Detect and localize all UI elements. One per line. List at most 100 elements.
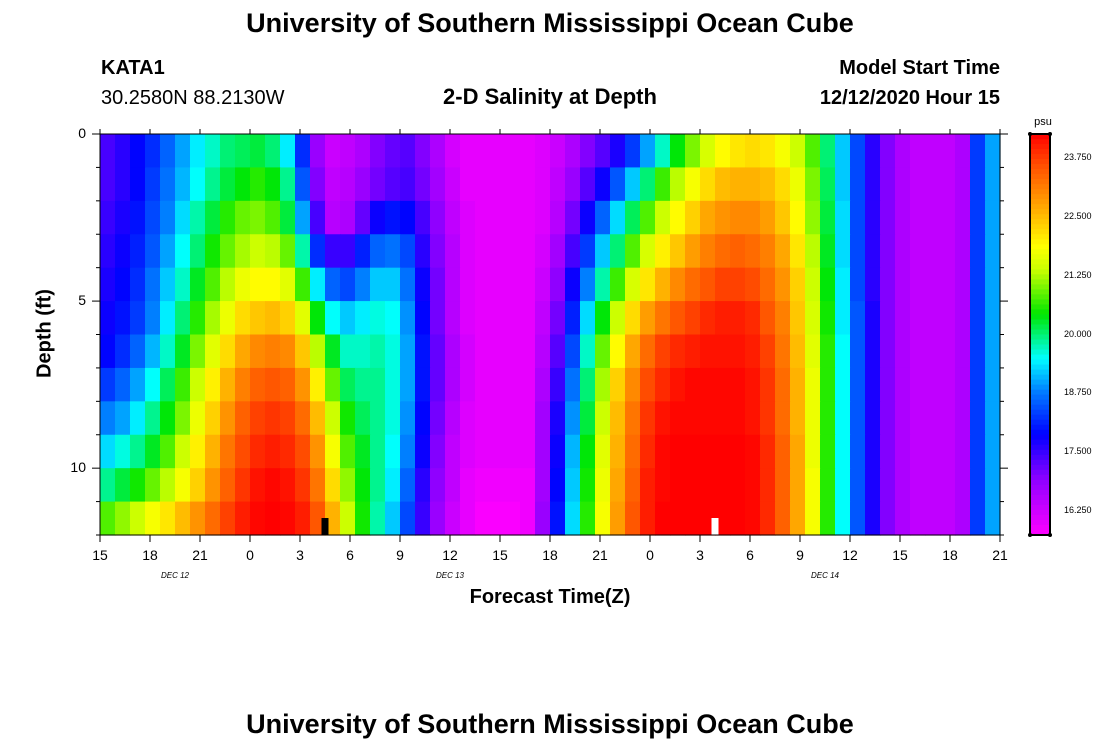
colorbar-segment (1030, 174, 1050, 180)
heatmap-cell (115, 468, 131, 503)
heatmap-cell (190, 234, 206, 269)
heatmap-cell (745, 468, 761, 503)
heatmap-cell (460, 501, 476, 536)
heatmap-cell (220, 334, 236, 369)
colorbar-segment (1030, 479, 1050, 486)
heatmap-cell (700, 167, 716, 202)
heatmap-cell (865, 501, 881, 536)
heatmap-cell (700, 334, 716, 369)
heatmap-cell (220, 301, 236, 336)
heatmap-cell (775, 501, 791, 536)
heatmap-cell (700, 367, 716, 402)
heatmap-cell (805, 401, 821, 436)
heatmap-cell (910, 200, 926, 235)
heatmap-cell (625, 334, 641, 369)
heatmap-cell (730, 468, 746, 503)
heatmap-cell (985, 234, 1001, 269)
colorbar-segment (1030, 464, 1050, 471)
heatmap-cell (445, 200, 461, 235)
heatmap-cell (415, 134, 431, 169)
heatmap-cell (430, 200, 446, 235)
heatmap-cell (220, 267, 236, 302)
heatmap-cell (460, 301, 476, 336)
heatmap-cell (190, 367, 206, 402)
heatmap-cell (610, 334, 626, 369)
heatmap-cell (580, 468, 596, 503)
heatmap-cell (850, 468, 866, 503)
heatmap-cell (130, 367, 146, 402)
heatmap-cell (280, 134, 296, 169)
colorbar-segment (1030, 409, 1050, 416)
heatmap-cell (520, 234, 536, 269)
heatmap-cell (670, 234, 686, 269)
heatmap-cell (610, 267, 626, 302)
x-tick-label: 0 (246, 547, 254, 563)
heatmap-cell (760, 434, 776, 469)
colorbar-segment (1030, 334, 1050, 341)
heatmap-cell (505, 334, 521, 369)
heatmap-cell (430, 267, 446, 302)
colorbar-segment (1030, 154, 1050, 160)
heatmap-cell (490, 334, 506, 369)
x-tick-label: 21 (592, 547, 608, 563)
heatmap-cell (490, 468, 506, 503)
heatmap-cell (775, 468, 791, 503)
heatmap-cell (985, 301, 1001, 336)
heatmap-cell (400, 267, 416, 302)
heatmap-cell (655, 334, 671, 369)
heatmap-cell (475, 401, 491, 436)
heatmap-cell (820, 267, 836, 302)
heatmap-cell (985, 501, 1001, 536)
heatmap-cell (910, 334, 926, 369)
heatmap-cell (745, 301, 761, 336)
heatmap-cell (880, 434, 896, 469)
heatmap-cell (850, 401, 866, 436)
heatmap-cell (355, 334, 371, 369)
heatmap-cell (235, 367, 251, 402)
heatmap-cell (535, 234, 551, 269)
heatmap-cell (400, 334, 416, 369)
colorbar-corner (1048, 533, 1052, 537)
heatmap-cell (400, 468, 416, 503)
heatmap-cell (160, 301, 176, 336)
heatmap-cell (715, 301, 731, 336)
heatmap-cell (715, 167, 731, 202)
heatmap-cell (100, 434, 116, 469)
heatmap-cell (250, 334, 266, 369)
x-tick-label: 3 (296, 547, 304, 563)
heatmap-cell (610, 301, 626, 336)
colorbar-segment (1030, 399, 1050, 406)
heatmap-cell (445, 334, 461, 369)
heatmap-cell (310, 167, 326, 202)
heatmap-cell (775, 401, 791, 436)
heatmap-cell (130, 301, 146, 336)
heatmap-cell (880, 468, 896, 503)
heatmap-cell (610, 234, 626, 269)
heatmap-cell (745, 234, 761, 269)
heatmap-cell (820, 434, 836, 469)
heatmap-cell (265, 167, 281, 202)
heatmap-cell (805, 434, 821, 469)
heatmap-cell (445, 267, 461, 302)
heatmap-cell (940, 468, 956, 503)
heatmap-cell (670, 501, 686, 536)
heatmap-cell (625, 367, 641, 402)
heatmap-cell (235, 501, 251, 536)
heatmap-cell (670, 401, 686, 436)
heatmap-cell (340, 468, 356, 503)
colorbar-segment (1030, 349, 1050, 356)
heatmap-cell (115, 501, 131, 536)
heatmap-cell (775, 301, 791, 336)
colorbar-segment (1030, 299, 1050, 306)
heatmap-cell (775, 200, 791, 235)
heatmap-cell (475, 334, 491, 369)
heatmap-cell (295, 501, 311, 536)
heatmap-cell (370, 434, 386, 469)
heatmap-cell (835, 301, 851, 336)
heatmap-cell (340, 501, 356, 536)
heatmap-cell (490, 367, 506, 402)
heatmap-cell (250, 167, 266, 202)
heatmap-cell (730, 401, 746, 436)
